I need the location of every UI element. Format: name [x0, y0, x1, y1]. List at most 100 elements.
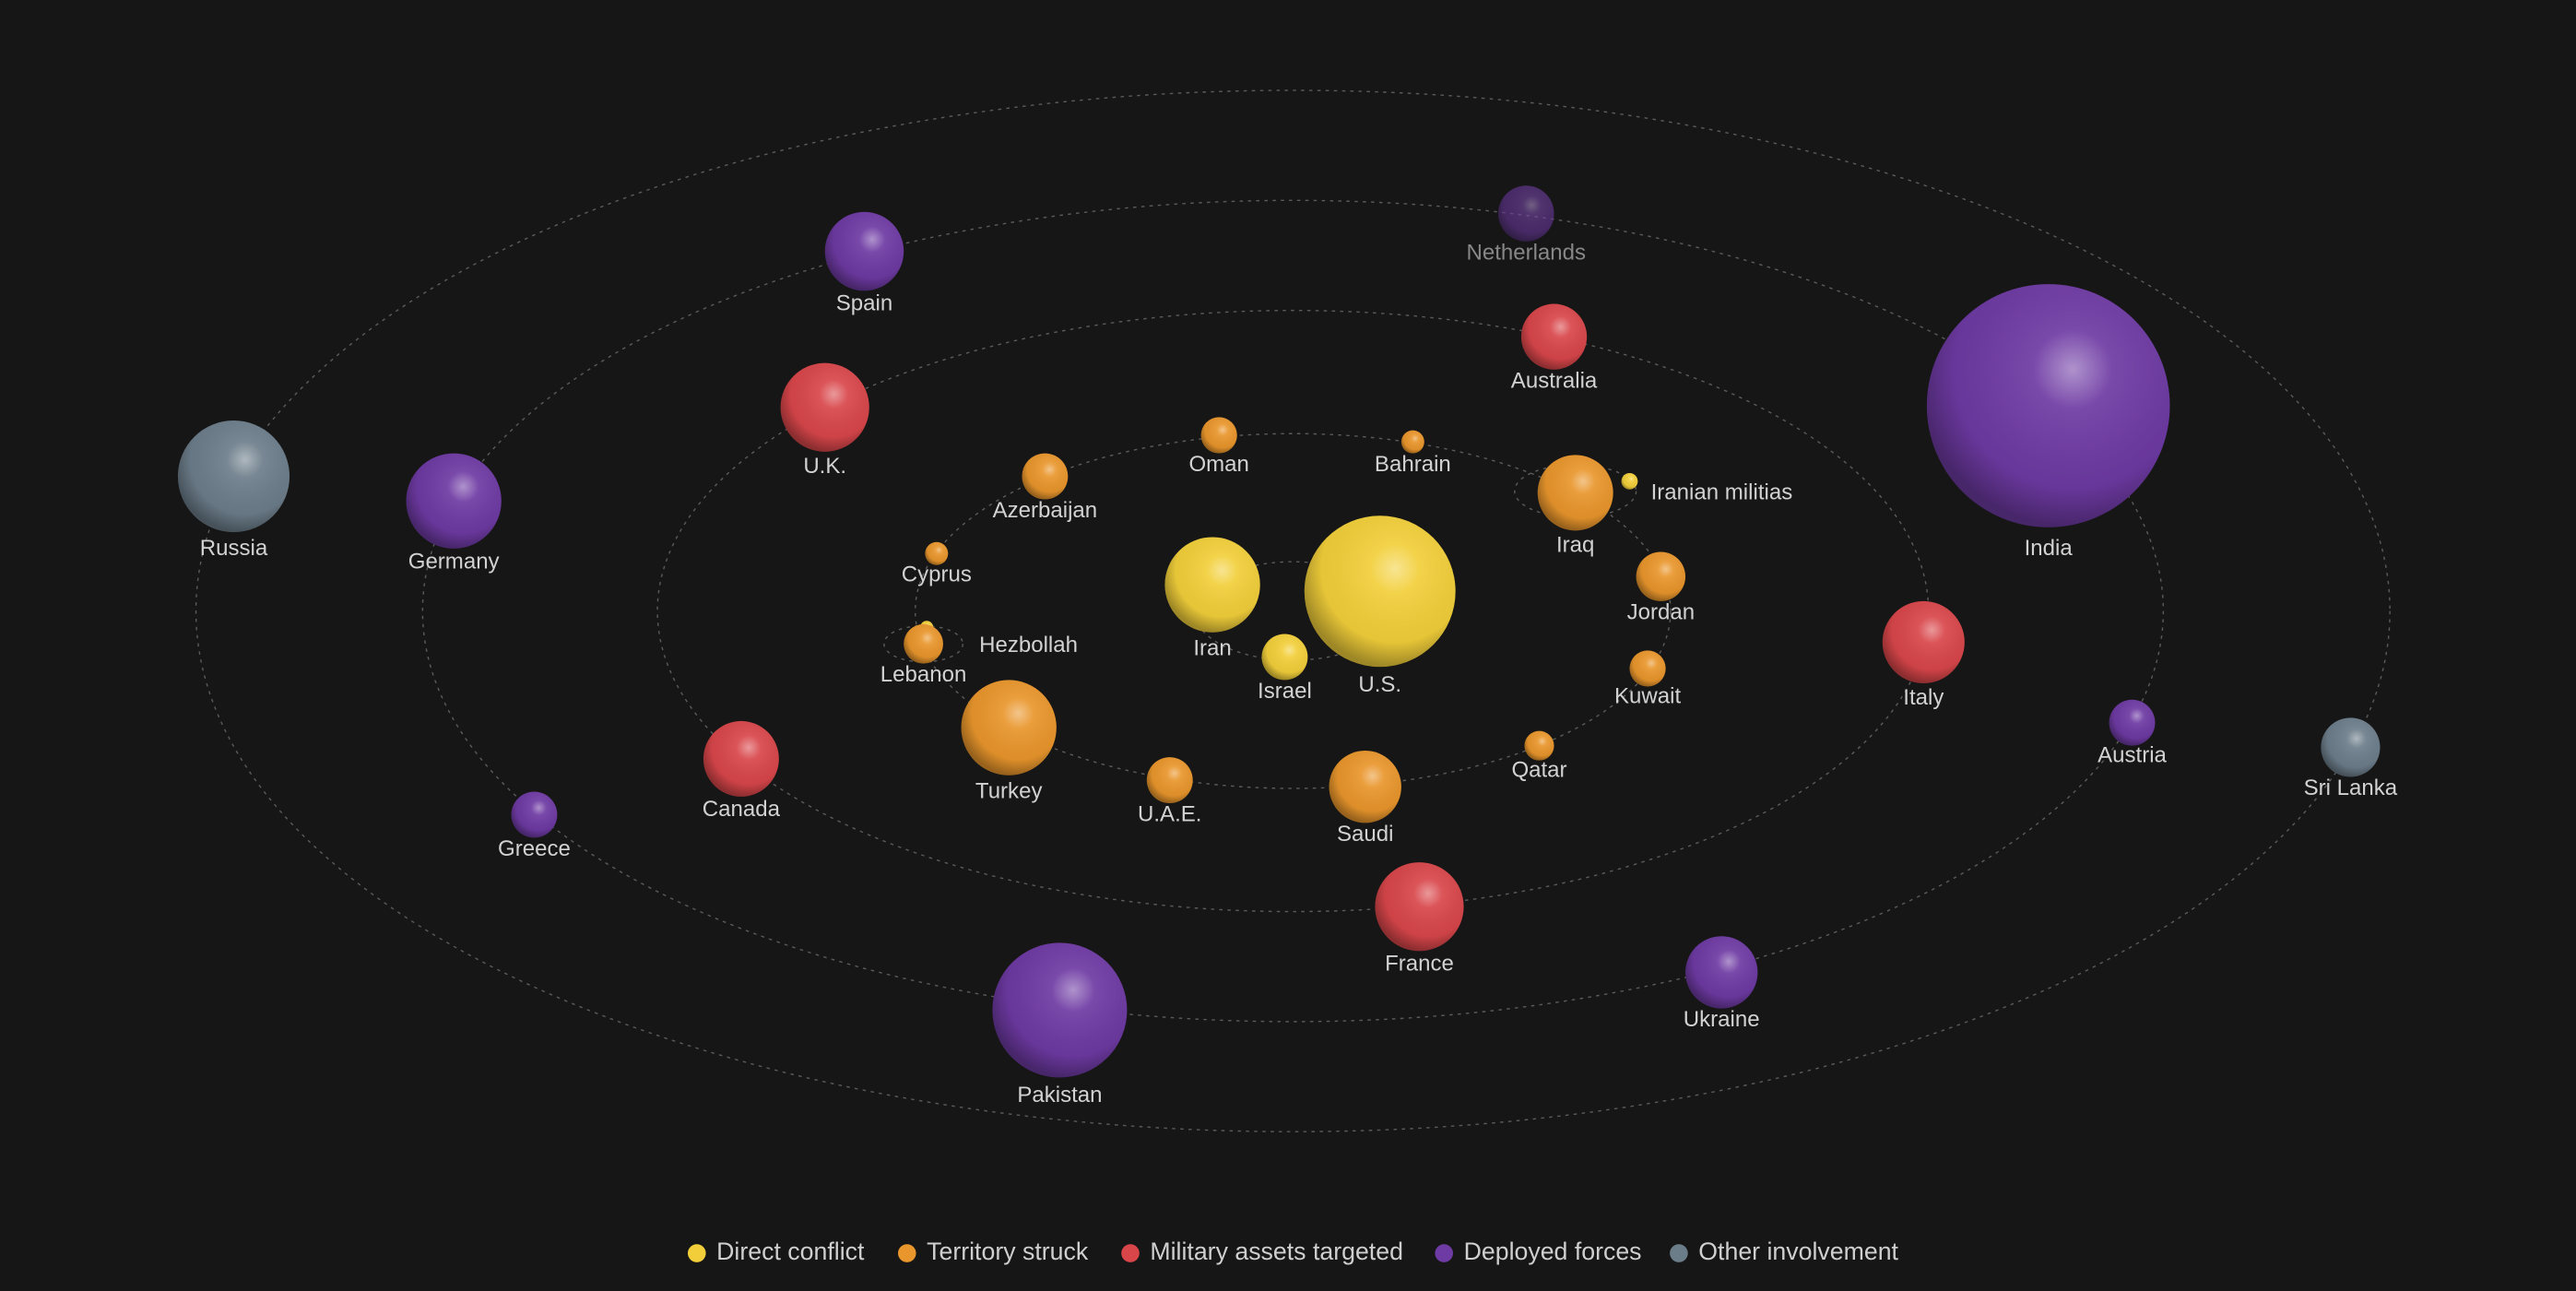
- node: Turkey: [961, 680, 1057, 804]
- node-shine: [904, 623, 943, 664]
- legend-dot: [897, 1244, 916, 1262]
- legend-dot: [1121, 1244, 1140, 1262]
- node-shine: [1520, 303, 1588, 370]
- node-label: Oman: [1188, 452, 1248, 477]
- nodes: Iran U.S. Israel Iranian militias Hezbollah O…: [177, 185, 2398, 1107]
- node-shine: [1261, 634, 1308, 681]
- node-shine: [1304, 515, 1456, 668]
- node-label: Turkey: [975, 779, 1043, 804]
- node-shine: [1200, 417, 1237, 454]
- node-shine: [824, 211, 904, 291]
- node-label: Kuwait: [1614, 683, 1681, 708]
- node: Oman: [1188, 417, 1249, 477]
- node-shine: [1329, 750, 1401, 823]
- node: Hezbollah: [920, 621, 1078, 657]
- node-shine: [1621, 472, 1638, 490]
- node-shine: [1146, 757, 1193, 803]
- node: Pakistan: [992, 942, 1128, 1107]
- legend-dot: [1670, 1244, 1688, 1262]
- node: Qatar: [1511, 730, 1567, 782]
- node: Italy: [1882, 600, 1965, 710]
- node-shine: [1164, 537, 1260, 633]
- node-label: France: [1385, 952, 1454, 977]
- node: Canada: [703, 720, 781, 822]
- node: Lebanon: [880, 623, 967, 687]
- node-shine: [2109, 699, 2156, 746]
- node-label: Spain: [836, 291, 892, 316]
- node: Netherlands: [1466, 185, 1586, 265]
- node-shine: [1685, 936, 1758, 1009]
- node-shine: [1375, 862, 1464, 952]
- node: Australia: [1511, 303, 1598, 393]
- node-shine: [177, 420, 290, 533]
- node: Ukraine: [1684, 936, 1760, 1032]
- node-label: India: [2025, 536, 2074, 561]
- node-label: Pakistan: [1017, 1083, 1102, 1107]
- node: Saudi: [1329, 750, 1401, 847]
- node-shine: [511, 791, 558, 838]
- node-shine: [925, 541, 949, 565]
- node-label: Sri Lanka: [2304, 776, 2398, 800]
- node-label: Canada: [703, 797, 781, 822]
- node: Iranian militias: [1621, 472, 1793, 504]
- node-shine: [1636, 551, 1686, 601]
- node: U.K.: [780, 362, 869, 479]
- node-label: Azerbaijan: [993, 498, 1098, 523]
- node: U.A.E.: [1138, 757, 1201, 827]
- node-label: Israel: [1258, 679, 1312, 704]
- node: Bahrain: [1375, 430, 1451, 477]
- node: Israel: [1258, 634, 1312, 704]
- node-label: Italy: [1903, 685, 1944, 710]
- orbit: [421, 199, 2165, 1023]
- node: India: [1926, 284, 2170, 561]
- orbit: [914, 432, 1672, 789]
- node-label: Jordan: [1627, 600, 1695, 625]
- node-label: U.K.: [803, 454, 846, 479]
- node-shine: [1926, 284, 2170, 527]
- node-label: Netherlands: [1466, 240, 1586, 265]
- node: Russia: [177, 420, 290, 561]
- node-label: U.S.: [1358, 672, 1401, 697]
- node: Kuwait: [1614, 650, 1681, 708]
- legend-dot: [687, 1244, 706, 1262]
- node-label: Iraq: [1556, 532, 1594, 557]
- node-label: Austria: [2097, 742, 2167, 767]
- node: Iran: [1164, 537, 1260, 661]
- node-label: Iranian militias: [1651, 480, 1793, 504]
- legend-label: Deployed forces: [1464, 1238, 1642, 1265]
- node-shine: [1400, 430, 1424, 454]
- node-shine: [992, 942, 1128, 1078]
- node-label: Iran: [1193, 636, 1231, 661]
- legend-dot: [1435, 1244, 1454, 1262]
- node-shine: [2321, 717, 2381, 777]
- node-shine: [1629, 650, 1666, 687]
- node: Austria: [2097, 699, 2168, 767]
- node-label: Germany: [408, 549, 500, 574]
- node: Germany: [406, 453, 502, 574]
- node: Sri Lanka: [2304, 717, 2398, 800]
- node-shine: [780, 362, 869, 452]
- node: Spain: [824, 211, 904, 316]
- node: Jordan: [1627, 551, 1695, 625]
- node-label: Lebanon: [880, 662, 967, 687]
- node: Greece: [498, 791, 571, 861]
- node-shine: [703, 720, 779, 797]
- node-label: Bahrain: [1375, 452, 1451, 477]
- node: Cyprus: [902, 541, 972, 587]
- node-label: Australia: [1511, 368, 1598, 393]
- node: Iraq: [1537, 455, 1613, 557]
- legend-label: Direct conflict: [716, 1238, 865, 1265]
- node-label: Qatar: [1511, 757, 1566, 782]
- node-shine: [1497, 185, 1554, 242]
- node-shine: [1524, 730, 1554, 761]
- node: France: [1375, 862, 1464, 977]
- legend-label: Other involvement: [1698, 1238, 1898, 1265]
- legend: Direct conflict Territory struck Military …: [687, 1238, 1899, 1265]
- node-label: Cyprus: [902, 563, 972, 587]
- node-label: Saudi: [1337, 822, 1393, 847]
- node-label: Greece: [498, 836, 571, 861]
- node-shine: [1022, 453, 1069, 500]
